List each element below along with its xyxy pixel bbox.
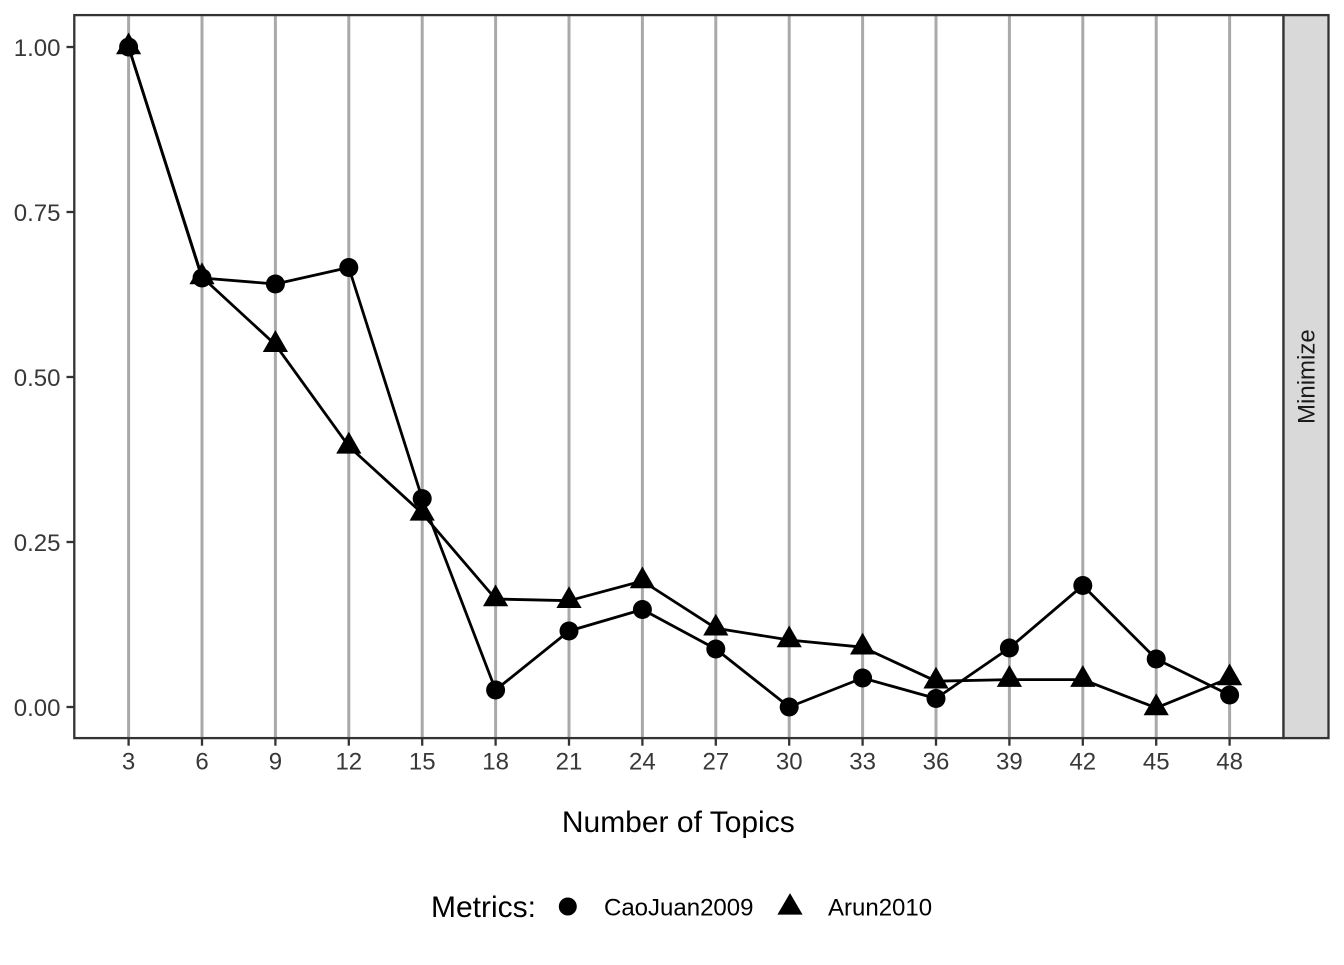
svg-text:33: 33 [849, 749, 876, 776]
svg-text:21: 21 [556, 749, 583, 776]
svg-text:15: 15 [409, 749, 436, 776]
svg-text:Arun2010: Arun2010 [828, 895, 932, 922]
svg-text:0.75: 0.75 [14, 200, 61, 227]
svg-text:0.50: 0.50 [14, 365, 61, 392]
svg-text:Number of Topics: Number of Topics [562, 806, 795, 839]
svg-text:CaoJuan2009: CaoJuan2009 [604, 895, 753, 922]
svg-text:Metrics:: Metrics: [431, 891, 536, 924]
svg-text:30: 30 [776, 749, 803, 776]
svg-text:39: 39 [996, 749, 1023, 776]
svg-text:0.25: 0.25 [14, 530, 61, 557]
svg-text:1.00: 1.00 [14, 35, 61, 62]
svg-text:18: 18 [482, 749, 509, 776]
svg-text:Minimize: Minimize [1294, 329, 1321, 424]
svg-text:48: 48 [1216, 749, 1243, 776]
svg-text:9: 9 [269, 749, 282, 776]
svg-text:12: 12 [335, 749, 362, 776]
svg-text:27: 27 [702, 749, 729, 776]
svg-text:24: 24 [629, 749, 656, 776]
svg-text:6: 6 [195, 749, 208, 776]
svg-text:0.00: 0.00 [14, 695, 61, 722]
svg-text:36: 36 [923, 749, 950, 776]
svg-text:3: 3 [122, 749, 135, 776]
svg-text:42: 42 [1069, 749, 1096, 776]
svg-text:45: 45 [1143, 749, 1170, 776]
